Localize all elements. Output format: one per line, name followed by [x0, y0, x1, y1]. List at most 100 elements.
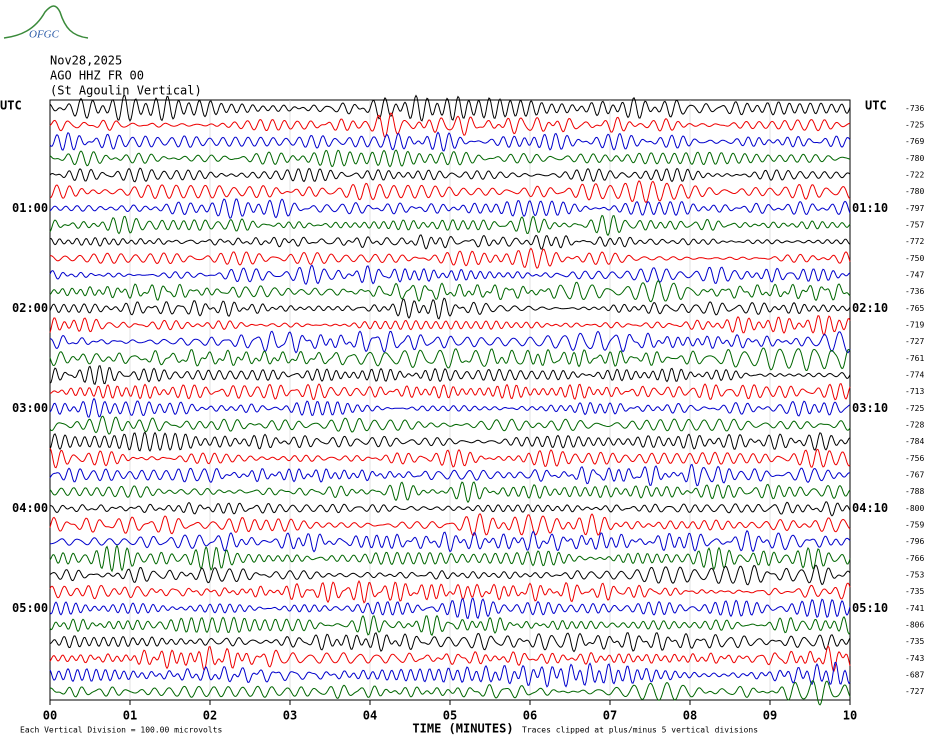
trace — [49, 382, 851, 401]
right-time-label: 05:10 — [852, 601, 888, 615]
right-time-label: 01:10 — [852, 201, 888, 215]
x-tick-label: 09 — [763, 709, 777, 723]
left-time-label: 04:00 — [12, 501, 48, 515]
right-axis-title: UTC — [865, 99, 887, 113]
trace-offset: -753 — [905, 571, 924, 580]
trace-offset: -780 — [905, 154, 924, 163]
labels: 00 01 02 03 04 05 06 07 08 09 10 -736 -725 -769 -780 -7… — [12, 104, 924, 723]
trace-offset: -788 — [905, 487, 924, 496]
logo-curve — [3, 5, 89, 39]
trace-offset: -780 — [905, 187, 924, 196]
x-axis-title: TIME (MINUTES) — [412, 722, 513, 736]
trace — [49, 347, 851, 372]
x-tick-label: 06 — [523, 709, 537, 723]
right-time-label: 02:10 — [852, 301, 888, 315]
trace-offset: -727 — [905, 337, 924, 346]
trace — [49, 463, 851, 487]
trace — [49, 632, 851, 653]
x-tick-label: 02 — [203, 709, 217, 723]
trace-offset: -719 — [905, 321, 924, 330]
trace-offset: -736 — [905, 287, 924, 296]
trace-offset: -743 — [905, 654, 924, 663]
scale-note: Each Vertical Division = 100.00 microvol… — [20, 726, 222, 735]
trace — [49, 564, 851, 586]
trace-offset: -769 — [905, 137, 924, 146]
trace — [49, 529, 851, 553]
left-axis-title: UTC — [0, 99, 22, 113]
trace-offset: -766 — [905, 554, 924, 563]
trace — [49, 431, 851, 452]
right-time-label: 04:10 — [852, 501, 888, 515]
trace-offset: -741 — [905, 604, 924, 613]
trace — [49, 214, 851, 237]
trace-offset: -750 — [905, 254, 924, 263]
trace-offset: -725 — [905, 404, 924, 413]
x-tick-label: 03 — [283, 709, 297, 723]
trace — [49, 297, 851, 320]
trace-offset: -727 — [905, 687, 924, 696]
trace — [49, 94, 851, 122]
trace-offset: -767 — [905, 471, 924, 480]
trace — [49, 544, 851, 573]
left-time-label: 05:00 — [12, 601, 48, 615]
trace — [49, 512, 851, 537]
trace — [49, 661, 851, 688]
x-tick-label: 04 — [363, 709, 377, 723]
trace-offset: -736 — [905, 104, 924, 113]
trace — [49, 264, 851, 286]
trace-offset: -735 — [905, 587, 924, 596]
trace-offset: -784 — [905, 437, 924, 446]
trace-offset: -725 — [905, 121, 924, 130]
trace-offset: -772 — [905, 237, 924, 246]
trace — [49, 280, 851, 303]
trace — [49, 501, 851, 517]
trace-offset: -806 — [905, 621, 924, 630]
trace — [49, 180, 851, 204]
trace-offset: -713 — [905, 387, 924, 396]
trace-offset: -756 — [905, 454, 924, 463]
clip-note: Traces clipped at plus/minus 5 vertical … — [522, 726, 758, 735]
trace-offset: -757 — [905, 221, 924, 230]
x-tick-label: 00 — [43, 709, 57, 723]
trace-offset: -761 — [905, 354, 924, 363]
trace-offset: -687 — [905, 671, 924, 680]
trace-offset: -747 — [905, 271, 924, 280]
left-time-label: 01:00 — [12, 201, 48, 215]
trace — [49, 112, 851, 139]
x-tick-label: 01 — [123, 709, 137, 723]
logo: OFGC — [3, 5, 89, 41]
trace — [49, 397, 851, 418]
trace-offset: -765 — [905, 304, 924, 313]
station: AGO HHZ FR 00 — [50, 69, 144, 83]
trace-offset: -759 — [905, 521, 924, 530]
trace — [49, 580, 851, 604]
trace — [49, 614, 851, 637]
trace — [49, 247, 851, 269]
trace — [49, 597, 851, 620]
trace — [49, 131, 851, 152]
trace — [49, 330, 851, 354]
trace-offset: -797 — [905, 204, 924, 213]
description: (St Agoulin Vertical) — [50, 84, 202, 98]
trace — [49, 234, 851, 250]
trace-offset: -722 — [905, 171, 924, 180]
trace — [49, 415, 851, 435]
trace — [49, 315, 851, 336]
trace-offset: -800 — [905, 504, 924, 513]
trace — [49, 167, 851, 183]
trace — [49, 447, 851, 469]
trace — [49, 481, 851, 504]
trace — [49, 645, 851, 672]
x-tick-label: 08 — [683, 709, 697, 723]
grid — [49, 100, 851, 705]
trace — [49, 365, 851, 386]
trace-offset: -796 — [905, 537, 924, 546]
traces — [49, 94, 851, 706]
x-tick-label: 05 — [443, 709, 457, 723]
logo-text: OFGC — [29, 29, 60, 41]
trace-offset: -735 — [905, 637, 924, 646]
right-time-label: 03:10 — [852, 401, 888, 415]
trace — [49, 198, 851, 219]
x-tick-label: 07 — [603, 709, 617, 723]
